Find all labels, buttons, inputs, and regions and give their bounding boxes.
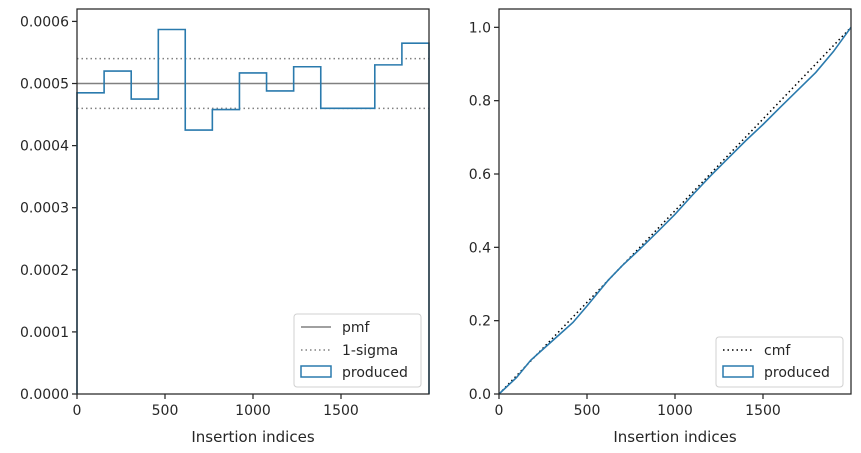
x-tick-label: 1500: [323, 403, 359, 419]
y-tick-label: 0.2: [469, 314, 491, 330]
legend-label-cmf: cmf: [764, 343, 791, 359]
y-tick-label: 0.0006: [20, 14, 69, 30]
legend-box: [715, 336, 844, 388]
produced-series-line: [76, 28, 430, 394]
legend-label-produced: produced: [342, 365, 408, 381]
cmf-series-line: [498, 26, 852, 395]
y-tick-label: 1.0: [469, 20, 491, 36]
x-axis-ticks: 0 500 1000 1500: [495, 394, 781, 419]
x-tick-label: 1000: [657, 403, 693, 419]
legend: cmf produced: [715, 336, 844, 388]
legend-box: [293, 313, 422, 388]
data-series: [76, 28, 430, 394]
x-tick-label: 500: [152, 403, 179, 419]
plot-frame: [498, 8, 852, 395]
x-tick-label: 0: [495, 403, 504, 419]
x-tick-label: 1000: [235, 403, 271, 419]
x-tick-label: 500: [574, 403, 601, 419]
x-axis-label: Insertion indices: [191, 428, 314, 446]
y-tick-label: 0.0: [469, 387, 491, 403]
data-series: [498, 26, 852, 395]
x-tick-label: 0: [73, 403, 82, 419]
y-tick-label: 0.6: [469, 167, 491, 183]
legend-swatch-produced: [300, 365, 332, 378]
plot-area: [499, 9, 851, 394]
y-tick-label: 0.0004: [20, 139, 69, 155]
x-axis-label: Insertion indices: [613, 428, 736, 446]
x-tick-label: 1500: [745, 403, 781, 419]
y-axis-ticks: 0.0000 0.0001 0.0002 0.0003 0.0004 0.0005 0.00…: [20, 14, 77, 403]
y-tick-label: 0.0005: [20, 77, 69, 93]
y-tick-label: 0.0001: [20, 325, 69, 341]
y-tick-label: 0.0000: [20, 387, 69, 403]
legend: pmf 1-sigma produced: [293, 313, 422, 388]
y-tick-label: 0.4: [469, 240, 491, 256]
legend-label-pmf: pmf: [342, 320, 371, 336]
plot-frame: [76, 8, 430, 395]
x-axis-ticks: 0 500 1000 1500: [73, 394, 359, 419]
legend-label-1-sigma: 1-sigma: [342, 343, 398, 359]
legend-swatch-produced: [722, 365, 754, 378]
y-tick-label: 0.8: [469, 94, 491, 110]
y-tick-label: 0.0003: [20, 201, 69, 217]
legend-label-produced: produced: [764, 365, 830, 381]
y-axis-ticks: 0.0 0.2 0.4 0.6 0.8 1.0: [469, 20, 499, 403]
pmf-histogram-panel: 0.0000 0.0001 0.0002 0.0003 0.0004 0.0005 0.00…: [20, 8, 430, 446]
y-tick-label: 0.0002: [20, 263, 69, 279]
produced-series-line: [498, 26, 852, 395]
cmf-panel: 0.0 0.2 0.4 0.6 0.8 1.0 0 500 1000 1500 Insertio…: [469, 8, 852, 446]
